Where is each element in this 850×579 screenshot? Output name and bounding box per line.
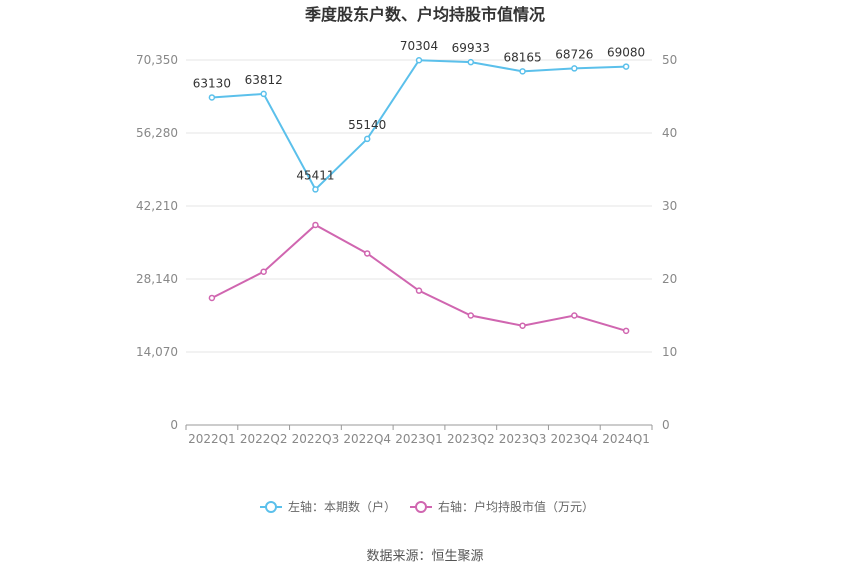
left-axis-tick-label: 42,210: [136, 199, 178, 213]
series-1-point: [363, 135, 371, 143]
legend-label-2: 右轴：户均持股市值（万元）: [438, 499, 594, 514]
right-axis-tick-label: 0: [662, 418, 670, 432]
series-1-point: [467, 58, 475, 66]
series-1-point: [519, 68, 526, 75]
source-note: 数据来源：恒生聚源: [366, 549, 483, 564]
left-axis-tick-label: 28,140: [136, 272, 178, 286]
series-1-point: [312, 186, 319, 193]
x-axis-tick-label: 2024Q1: [602, 432, 650, 446]
chart-title: 季度股东户数、户均持股市值情况: [304, 5, 545, 24]
right-axis-tick-label: 20: [662, 272, 677, 286]
left-axis-tick-label: 14,070: [136, 345, 178, 359]
series-1-point: [571, 65, 578, 72]
left-axis-tick-label: 0: [170, 418, 178, 432]
legend-label-1: 左轴：本期数（户）: [288, 499, 396, 514]
data-label: 68165: [503, 50, 541, 64]
series-2-point: [208, 294, 216, 302]
series-line-2: [211, 223, 627, 332]
x-axis-tick-label: 2022Q3: [292, 432, 340, 446]
data-label: 55140: [348, 118, 386, 132]
series-2-point: [363, 250, 371, 257]
x-axis-tick-label: 2022Q1: [188, 432, 236, 446]
left-axis-tick-label: 56,280: [136, 126, 178, 140]
data-label: 70304: [400, 39, 438, 53]
x-axis-tick-label: 2023Q4: [551, 432, 599, 446]
right-axis-tick-label: 50: [662, 53, 677, 67]
grid-layer: [186, 59, 652, 426]
series-1-point: [622, 63, 630, 70]
x-axis-tick-label: 2023Q1: [395, 432, 443, 446]
series-2-point: [260, 268, 267, 275]
data-label: 69933: [452, 41, 490, 55]
axis-layer: 0 0 14,070 10 28,140 20 42,210 30 56,280 40 70,350…: [136, 53, 677, 446]
data-label: 69080: [607, 46, 645, 60]
legend: 左轴：本期数（户） 右轴：户均持股市值（万元）: [260, 499, 594, 514]
series-layer: [208, 56, 630, 335]
data-label: 45411: [296, 168, 334, 182]
x-axis-tick-label: 2022Q4: [343, 432, 391, 446]
legend-marker-2: [415, 501, 427, 513]
data-label: 63130: [193, 76, 231, 90]
x-axis-tick-label: 2023Q3: [499, 432, 547, 446]
right-axis-tick-label: 30: [662, 199, 677, 213]
series-1-point: [208, 94, 216, 101]
x-axis-tick-label: 2023Q2: [447, 432, 495, 446]
series-2-point: [312, 221, 319, 229]
x-axis-tick-label: 2022Q2: [240, 432, 288, 446]
legend-marker-1: [265, 501, 277, 513]
left-axis-tick-label: 70,350: [136, 53, 178, 67]
series-1-point: [260, 90, 267, 98]
series-2-point: [571, 312, 578, 319]
data-label-layer: 63130 63812 45411 55140 70304 69933 68165 68726…: [193, 39, 645, 182]
series-2-point: [519, 322, 526, 329]
data-label: 63812: [245, 73, 283, 87]
right-axis-tick-label: 40: [662, 126, 677, 140]
series-2-point: [467, 312, 475, 319]
data-label: 68726: [555, 47, 593, 61]
right-axis-tick-label: 10: [662, 345, 677, 359]
series-2-point: [622, 327, 630, 335]
series-1-point: [415, 56, 423, 64]
series-2-point: [415, 287, 423, 294]
